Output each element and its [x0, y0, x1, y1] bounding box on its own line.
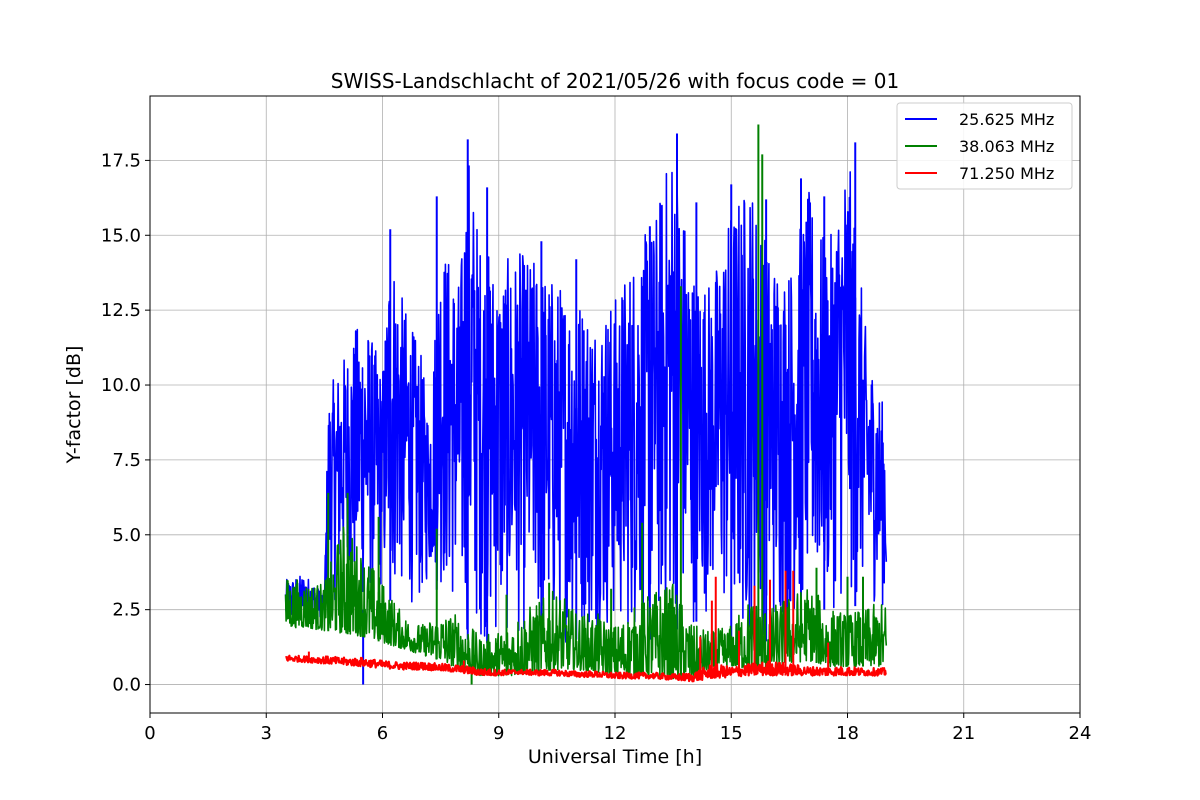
ticks: 0 3 6 9 12 15 18 21 24 0.0 2.5 5.0 7.5 10.0 12.5 15.0 17…	[101, 150, 1092, 744]
y-tick-label: 12.5	[101, 300, 141, 321]
x-tick-label: 18	[836, 723, 859, 744]
series-25-625-MHz	[284, 133, 888, 685]
y-tick-label: 15.0	[101, 225, 141, 246]
x-tick-label: 9	[493, 723, 504, 744]
x-tick-label: 12	[604, 723, 627, 744]
y-tick-label: 0.0	[112, 675, 141, 696]
x-tick-label: 21	[952, 723, 975, 744]
legend-label: 71.250 MHz	[959, 164, 1054, 183]
x-tick-label: 0	[144, 723, 155, 744]
x-tick-label: 3	[261, 723, 272, 744]
legend-label: 38.063 MHz	[959, 137, 1054, 156]
series-38-063-MHz	[284, 124, 888, 685]
y-tick-label: 10.0	[101, 375, 141, 396]
chart-title: SWISS-Landschlacht of 2021/05/26 with fo…	[331, 69, 899, 93]
legend-label: 25.625 MHz	[959, 110, 1054, 129]
x-axis-label: Universal Time [h]	[528, 746, 702, 768]
y-tick-label: 2.5	[112, 600, 141, 621]
legend: 25.625 MHz 38.063 MHz 71.250 MHz	[896, 102, 1073, 190]
series-layer	[284, 124, 888, 685]
series-71-250-MHz	[285, 570, 887, 683]
y-axis-label: Y-factor [dB]	[63, 346, 85, 465]
y-tick-label: 17.5	[101, 150, 141, 171]
x-tick-label: 6	[377, 723, 388, 744]
y-tick-label: 7.5	[112, 450, 141, 471]
series-line	[284, 165, 888, 643]
y-tick-label: 5.0	[112, 525, 141, 546]
x-tick-label: 15	[720, 723, 743, 744]
x-tick-label: 24	[1069, 723, 1092, 744]
legend-box	[896, 102, 1073, 190]
